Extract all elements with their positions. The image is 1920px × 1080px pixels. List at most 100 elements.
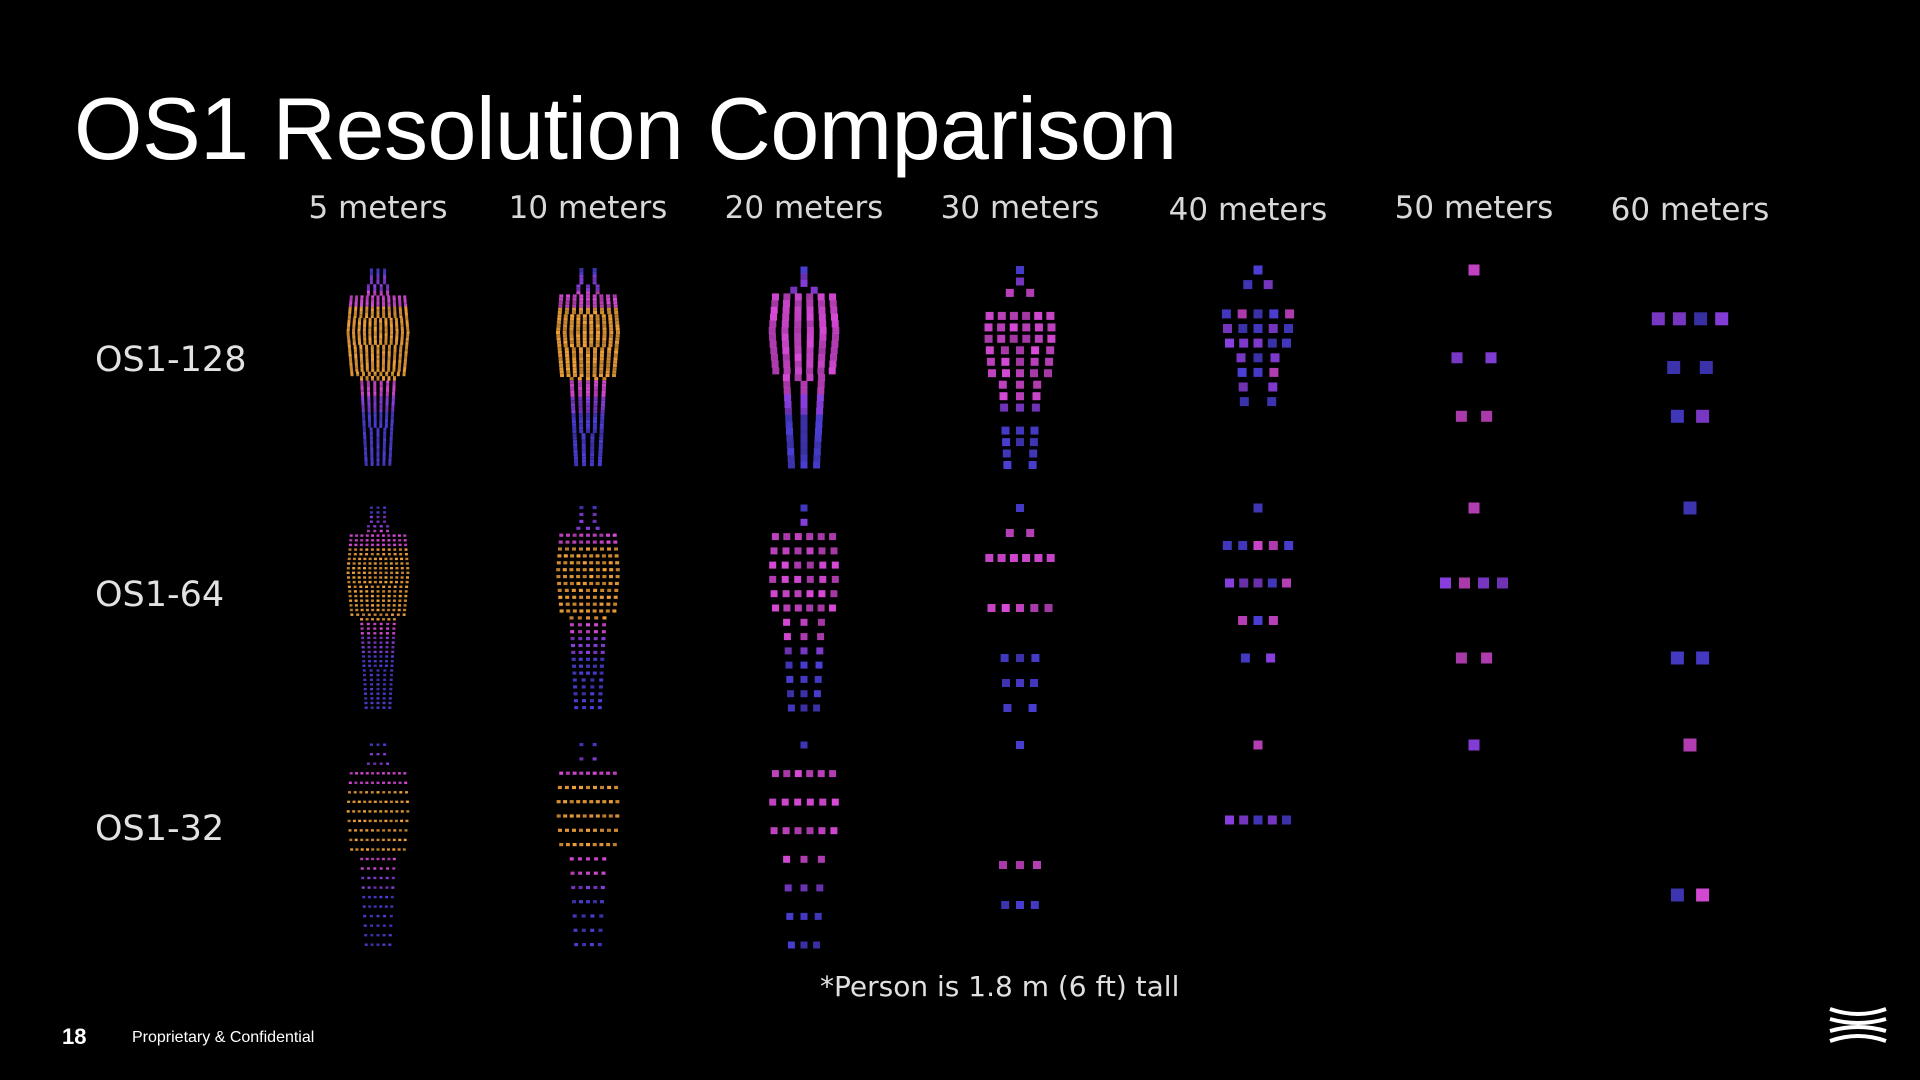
lidar-point [373,320,377,323]
lidar-point [399,344,403,348]
lidar-point [404,304,408,307]
lidar-point [376,924,380,927]
lidar-point [379,557,383,561]
lidar-point [379,398,383,401]
lidar-point [1715,312,1729,326]
lidar-point [602,320,607,325]
lidar-point [794,547,802,555]
lidar-point [361,403,365,406]
lidar-point [786,427,793,435]
lidar-point [387,297,391,300]
lidar-point [382,445,386,448]
lidar-point [404,355,408,359]
lidar-point [392,867,396,870]
lidar-point [392,364,396,368]
lidar-point [392,618,396,621]
lidar-point [390,416,394,419]
lidar-point [365,360,369,363]
lidar-point [376,772,380,775]
lidar-point [593,413,598,417]
lidar-point [361,398,365,401]
lidar-point [406,335,410,339]
lidar-point [395,320,398,323]
lidar-point [404,349,408,352]
lidar-point [614,588,619,592]
lidar-point [609,327,614,331]
lidar-point [379,800,383,803]
lidar-point [1034,334,1043,343]
lidar-point [1263,280,1273,290]
lidar-point [590,449,595,453]
lidar-point [369,268,373,271]
lidar-point [1022,311,1031,320]
lidar-point [999,392,1008,401]
lidar-point [379,382,383,386]
lidar-point [379,867,383,870]
lidar-point [376,701,380,705]
lidar-point [387,346,391,350]
lidar-point [379,613,383,616]
lidar-point [586,429,590,434]
lidar-point [373,416,377,419]
lidar-point [361,407,365,410]
lidar-point [362,655,365,658]
lidar-point [379,394,383,397]
lidar-point [818,313,826,321]
lidar-point [365,376,369,379]
lidar-point [355,297,358,300]
lidar-point [614,317,619,321]
lidar-point [785,421,793,429]
lidar-point [376,461,380,464]
lidar-point [370,943,374,946]
lidar-point [397,367,401,370]
lidar-point [373,409,377,413]
lidar-point [373,418,377,422]
lidar-point [573,456,578,460]
lidar-point [605,370,610,374]
lidar-point [1034,323,1043,332]
lidar-point [357,333,361,336]
lidar-point [357,324,361,327]
lidar-point [398,353,402,357]
lidar-point [598,699,603,703]
lidar-point [589,340,594,344]
lidar-point [593,637,598,641]
lidar-point [373,636,377,640]
lidar-point [563,575,567,579]
lidar-point [404,311,408,314]
lidar-point [578,410,583,414]
lidar-point [829,604,836,612]
lidar-point [570,400,575,404]
lidar-point [354,599,358,602]
lidar-point [365,599,369,602]
lidar-point [794,327,802,334]
lidar-point [582,814,587,818]
lidar-point [403,297,407,300]
lidar-point [817,387,825,395]
lidar-point [1282,815,1291,825]
lidar-point [384,333,388,336]
lidar-point [593,400,598,404]
lidar-point [376,678,380,681]
lidar-point [365,355,369,359]
lidar-point [354,539,358,542]
lidar-point [362,895,366,899]
lidar-point [586,643,590,648]
lidar-point [373,895,377,899]
lidar-point [586,383,590,387]
lidar-point [381,848,385,851]
lidar-point [599,367,604,371]
lidar-point [598,928,603,932]
lidar-point [352,333,356,336]
lidar-point [392,622,396,626]
lidar-point [352,340,356,343]
lidar-point [373,373,377,377]
lidar-point [370,447,374,451]
lidar-point [379,886,383,889]
lidar-point [362,414,366,417]
lidar-point [782,306,790,314]
lidar-point [352,819,356,823]
lidar-point [383,427,387,430]
lidar-point [360,360,364,363]
lidar-point [1030,901,1039,909]
